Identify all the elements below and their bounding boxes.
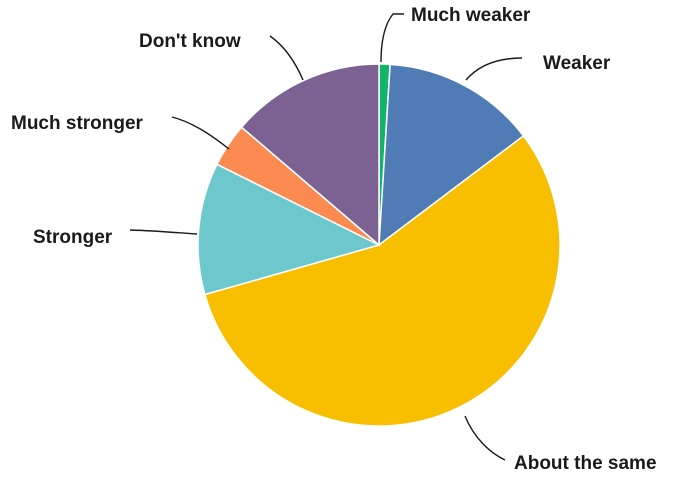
leader-about-the-same bbox=[464, 415, 506, 461]
slice-about-the-same bbox=[203, 134, 561, 427]
pie-slices bbox=[197, 63, 561, 427]
leader-weaker bbox=[465, 57, 523, 81]
leader-stronger bbox=[129, 229, 198, 235]
label-much-stronger: Much stronger bbox=[11, 113, 144, 134]
label-dont-know: Don't know bbox=[139, 31, 241, 52]
label-much-weaker: Much weaker bbox=[411, 5, 531, 26]
label-weaker: Weaker bbox=[543, 53, 611, 74]
label-stronger: Stronger bbox=[33, 227, 113, 248]
slice-labels: Much weaker Weaker About the same Strong… bbox=[11, 5, 657, 474]
leader-much-weaker bbox=[380, 13, 404, 63]
slice-don-t-know bbox=[240, 63, 380, 247]
leader-much-stronger bbox=[171, 116, 230, 150]
slice-weaker bbox=[378, 63, 525, 247]
label-about-the-same: About the same bbox=[514, 453, 657, 474]
slice-stronger bbox=[197, 163, 382, 296]
leader-lines bbox=[129, 13, 523, 461]
leader-dont-know bbox=[269, 35, 304, 81]
